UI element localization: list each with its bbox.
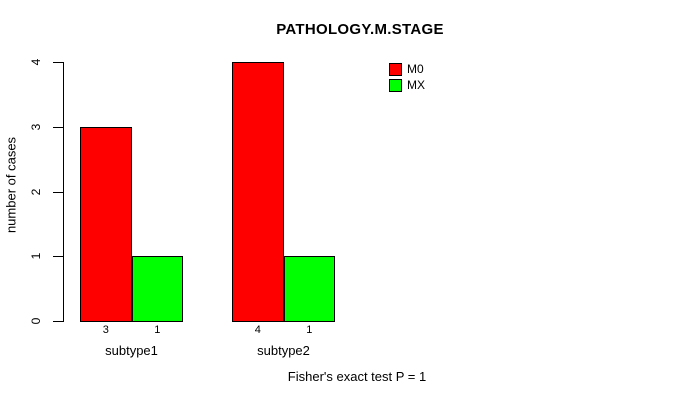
- fisher-test-annotation: Fisher's exact test P = 1: [287, 369, 427, 384]
- category-label-subtype1: subtype1: [105, 343, 158, 358]
- y-tick: [53, 321, 64, 322]
- legend: M0 MX: [389, 63, 425, 95]
- bar-mx-subtype2: [283, 256, 335, 322]
- y-axis-label: number of cases: [3, 136, 19, 234]
- y-tick-label: 3: [29, 123, 43, 131]
- y-tick: [53, 256, 64, 258]
- y-tick-label: 4: [29, 58, 43, 66]
- legend-swatch-icon: [389, 63, 402, 76]
- bar-value-label: 4: [254, 324, 261, 336]
- bar-mx-subtype1: [131, 256, 183, 322]
- bar-value-label: 1: [306, 324, 313, 336]
- bar-m0-subtype2: [232, 62, 284, 322]
- y-tick: [53, 191, 64, 193]
- legend-item-mx: MX: [389, 79, 425, 92]
- legend-label: MX: [407, 78, 425, 92]
- bar-value-label: 3: [102, 324, 109, 336]
- y-tick-label: 2: [29, 188, 43, 195]
- y-tick-label: 0: [29, 317, 43, 325]
- y-tick: [53, 126, 64, 128]
- category-label-subtype2: subtype2: [257, 343, 310, 358]
- bar-m0-subtype1: [80, 126, 132, 322]
- y-tick-label: 1: [29, 252, 43, 260]
- bar-value-label: 1: [154, 324, 161, 336]
- y-tick: [53, 62, 64, 63]
- chart-title: PATHOLOGY.M.STAGE: [276, 21, 444, 38]
- legend-item-m0: M0: [389, 63, 425, 76]
- legend-label: M0: [407, 62, 424, 76]
- legend-swatch-icon: [389, 79, 402, 92]
